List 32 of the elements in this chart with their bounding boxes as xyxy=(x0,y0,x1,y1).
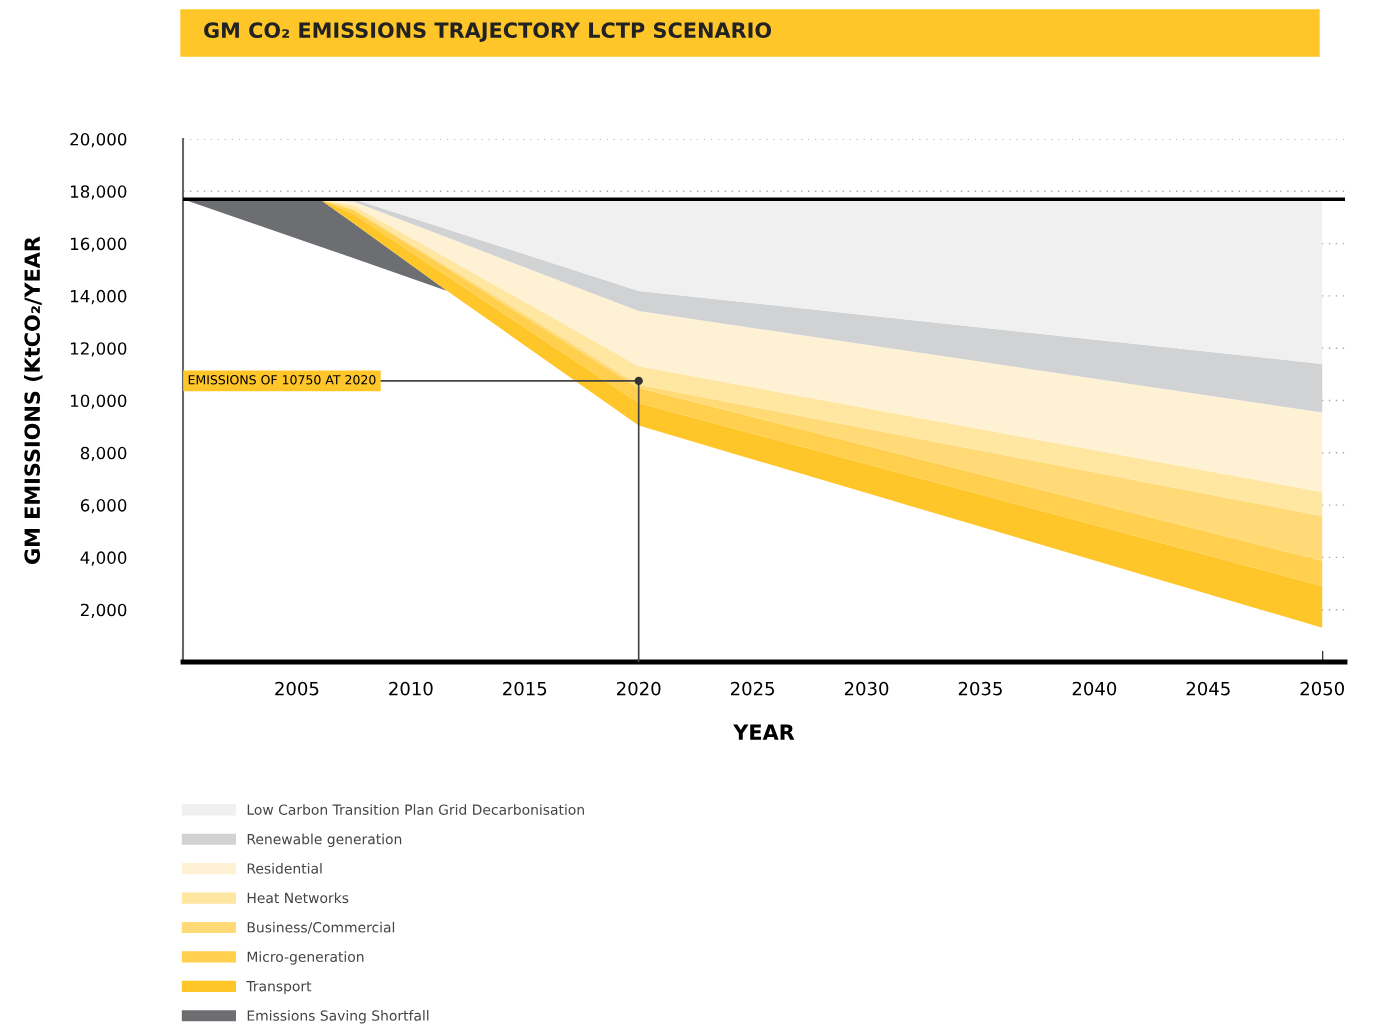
x-tick-label: 2050 xyxy=(1300,681,1344,696)
x-tick-label: 2005 xyxy=(275,681,319,696)
chart-title: GM CO₂ EMISSIONS TRAJECTORY LCTP SCENARIO xyxy=(204,22,772,42)
x-tick-label: 2015 xyxy=(503,681,547,696)
y-tick-label: 20,000 xyxy=(70,132,127,148)
legend-label: Residential xyxy=(247,862,322,874)
y-tick-label: 18,000 xyxy=(70,185,127,200)
y-tick-label: 14,000 xyxy=(70,289,127,305)
y-tick-label: 12,000 xyxy=(70,342,127,357)
y-axis-title: GM EMISSIONS (KtCO₂/YEAR xyxy=(23,236,43,564)
y-tick-label: 10,000 xyxy=(70,394,127,409)
x-tick-label: 2030 xyxy=(844,681,889,696)
x-tick-label: 2010 xyxy=(389,681,433,696)
x-axis-title: YEAR xyxy=(733,724,795,740)
legend-label: Micro-generation xyxy=(247,951,364,965)
legend-label: Emissions Saving Shortfall xyxy=(247,1010,429,1024)
y-tick-label: 16,000 xyxy=(70,237,127,252)
legend-label: Low Carbon Transition Plan Grid Decarbonisation xyxy=(247,804,584,815)
legend-label: Business/Commercial xyxy=(247,921,395,934)
annotation: EMISSIONS OF 10750 AT 2020 xyxy=(188,375,376,385)
x-tick-label: 2045 xyxy=(1186,681,1230,696)
y-tick-label: 4,000 xyxy=(80,551,127,566)
y-tick-label: 2,000 xyxy=(80,603,127,618)
x-tick-label: 2020 xyxy=(617,681,661,696)
y-tick-label: 6,000 xyxy=(80,499,127,514)
x-tick-label: 2035 xyxy=(958,681,1002,696)
legend-label: Heat Networks xyxy=(247,892,349,904)
legend-label: Renewable generation xyxy=(247,833,402,848)
y-tick-label: 8,000 xyxy=(80,446,127,462)
legend-label: Transport xyxy=(246,981,312,995)
x-tick-label: 2040 xyxy=(1072,681,1117,696)
x-tick-label: 2025 xyxy=(730,681,775,696)
